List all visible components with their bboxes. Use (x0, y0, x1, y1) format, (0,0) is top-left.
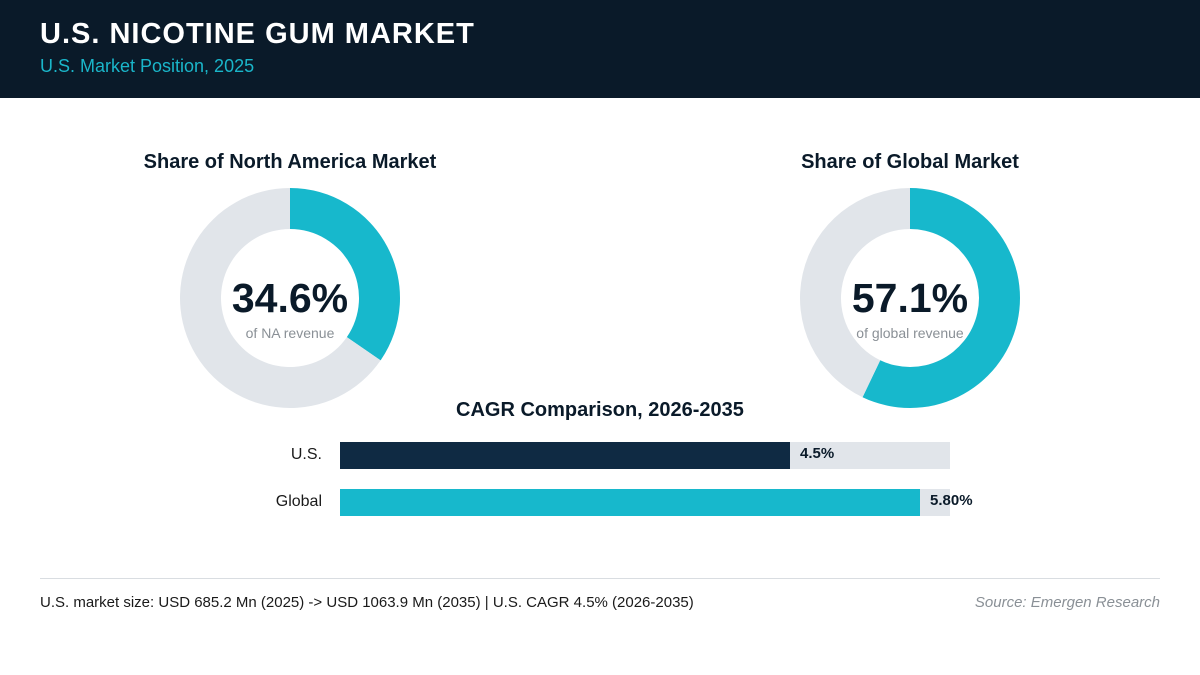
global-remainder-slice (800, 187, 910, 398)
global-share-chart-title: Share of Global Market (801, 151, 1019, 173)
cagr-bar-track-us: 4.5% (340, 442, 950, 469)
cagr-chart-title: CAGR Comparison, 2026-2035 (456, 399, 744, 421)
footer-divider (40, 578, 1160, 579)
cagr-bar-value-global: 5.80% (930, 492, 973, 509)
cagr-bar-track-global: 5.80% (340, 489, 973, 516)
source-credit: Source: Emergen Research (974, 594, 1160, 611)
na-share-chart-title: Share of North America Market (143, 151, 437, 173)
global-share-slice (862, 188, 1020, 408)
page-subtitle: U.S. Market Position, 2025 (40, 56, 255, 76)
market-size-note: U.S. market size: USD 685.2 Mn (2025) ->… (40, 594, 694, 611)
na-share-caption: of NA revenue (245, 325, 335, 341)
global-share-caption: of global revenue (856, 325, 964, 341)
na-share-value: 34.6% (231, 275, 349, 321)
cagr-bar-us (340, 442, 790, 469)
header-banner: U.S. NICOTINE GUM MARKET U.S. Market Pos… (0, 0, 1200, 98)
cagr-bar-label-global: Global (275, 493, 322, 510)
global-share-value: 57.1% (851, 275, 969, 321)
na-remainder-slice (180, 188, 381, 408)
cagr-bar-label-us: U.S. (290, 446, 322, 463)
page-title: U.S. NICOTINE GUM MARKET (40, 18, 475, 50)
cagr-bar-global (340, 489, 920, 516)
cagr-bar-row-global: Global 5.80% (0, 489, 1200, 516)
na-share-slice (290, 188, 400, 361)
cagr-bar-value-us: 4.5% (800, 445, 835, 462)
cagr-bar-row-us: U.S. 4.5% (0, 442, 1200, 469)
na-share-donut-chart (180, 188, 400, 408)
global-share-donut-chart (800, 187, 1020, 408)
